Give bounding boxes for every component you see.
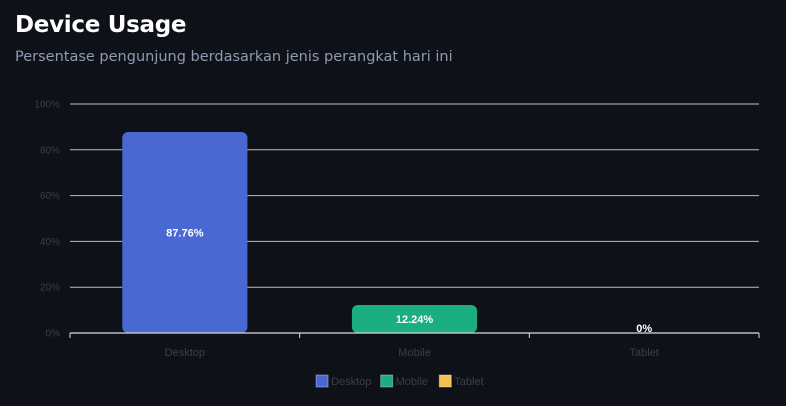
y-tick-label: 60% — [40, 191, 60, 202]
data-label-mobile: 12.24% — [396, 314, 434, 326]
bar-desktop — [122, 132, 248, 333]
y-tick-label: 100% — [34, 100, 60, 111]
data-label-tablet: 0% — [636, 323, 652, 335]
x-tick-label-desktop: Desktop — [165, 347, 205, 359]
legend-label-tablet[interactable]: Tablet — [454, 376, 483, 388]
chart-title: Device Usage — [15, 12, 187, 38]
data-label-desktop: 87.76% — [166, 228, 204, 240]
x-tick-label-tablet: Tablet — [629, 347, 658, 359]
legend-swatch-desktop[interactable] — [315, 374, 329, 388]
y-tick-label: 0% — [46, 329, 61, 340]
legend-swatch-mobile[interactable] — [380, 374, 394, 388]
y-tick-label: 40% — [40, 237, 60, 248]
x-tick-label-mobile: Mobile — [398, 347, 430, 359]
legend-label-desktop[interactable]: Desktop — [331, 376, 371, 388]
legend-label-mobile[interactable]: Mobile — [396, 376, 428, 388]
legend-swatch-tablet[interactable] — [438, 374, 452, 388]
y-tick-label: 80% — [40, 145, 60, 156]
bar-mobile — [351, 304, 478, 333]
chart-subtitle: Persentase pengunjung berdasarkan jenis … — [15, 49, 453, 65]
y-tick-label: 20% — [40, 283, 60, 294]
